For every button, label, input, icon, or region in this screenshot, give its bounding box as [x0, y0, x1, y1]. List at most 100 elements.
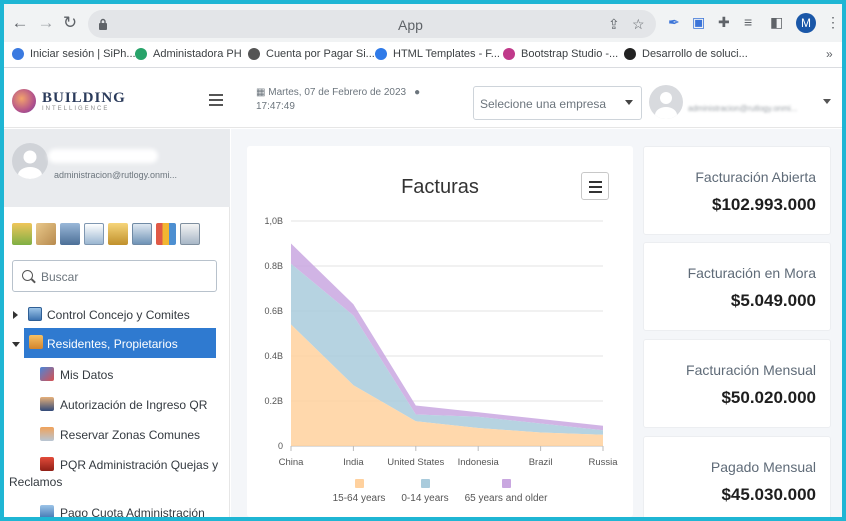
legend-swatch [354, 479, 364, 488]
x-tick-label: China [279, 457, 305, 468]
bookmark-item[interactable]: Iniciar sesión | SiPh... [12, 48, 136, 60]
chevron-down-icon [12, 342, 20, 347]
submenu-mis-datos[interactable]: Mis Datos [40, 367, 220, 385]
share-icon[interactable]: ⇪ [608, 16, 620, 32]
user-menu-chevron-icon[interactable] [823, 99, 831, 104]
extension-translate-icon[interactable]: ▣ [692, 14, 706, 30]
bookmark-item[interactable]: HTML Templates - F... [375, 48, 500, 60]
chevron-right-icon [13, 311, 18, 319]
browser-window: ← → ↻ App ⇪ ☆ ✒ ▣ ✚ ≡ ◧ M ⋮ Iniciar sesi… [4, 4, 842, 517]
submenu-label: Reservar Zonas Comunes [60, 428, 201, 442]
back-icon[interactable]: ← [11, 13, 29, 32]
legend-label: 15-64 years [332, 493, 386, 504]
stat-value: $45.030.000 [721, 485, 816, 504]
legend-item[interactable]: 65 years and older [456, 479, 556, 504]
chevron-down-icon [625, 100, 633, 105]
sidebar-toggle-icon[interactable] [209, 94, 223, 106]
legend-item[interactable]: 15-64 years [309, 479, 409, 504]
y-tick-label: 0.4B [264, 351, 283, 361]
star-icon[interactable]: ☆ [632, 16, 645, 32]
menu-item-control-concejo[interactable]: Control Concejo y Comites [4, 306, 230, 326]
legend-label: 0-14 years [401, 493, 449, 504]
camera-icon[interactable] [60, 223, 80, 245]
current-time: 17:47:49 [256, 101, 295, 112]
bookmark-favicon-icon [248, 48, 260, 60]
stat-label: Facturación Abierta [695, 169, 816, 185]
submenu-pqr[interactable]: PQR Administración Quejas y Reclamos [9, 457, 220, 491]
clock-icon: ● [414, 87, 421, 98]
sidebar-search[interactable] [12, 260, 217, 292]
address-bar[interactable]: App ⇪ ☆ [88, 10, 656, 38]
search-document-icon[interactable] [180, 223, 200, 245]
bookmarks-overflow-icon[interactable]: » [826, 47, 833, 61]
stat-card-pagado-mensual: Pagado Mensual $45.030.000 [643, 436, 831, 517]
x-tick-label: Indonesia [458, 457, 500, 468]
stat-card-facturacion-mensual: Facturación Mensual $50.020.000 [643, 339, 831, 428]
menu-item-label: Control Concejo y Comites [47, 308, 190, 322]
stat-value: $102.993.000 [712, 195, 816, 214]
y-tick-label: 0.6B [264, 306, 283, 316]
document-icon[interactable] [84, 223, 104, 245]
bookmark-favicon-icon [503, 48, 515, 60]
user-silhouette-icon [655, 92, 677, 119]
sidebar-avatar [12, 143, 48, 179]
legend-item[interactable]: 0-14 years [375, 479, 475, 504]
legend-swatch [420, 479, 430, 488]
submenu-autorizacion-qr[interactable]: Autorización de Ingreso QR [40, 397, 220, 415]
bookmark-label: Cuenta por Pagar Si... [266, 48, 375, 60]
bookmark-item[interactable]: Desarrollo de soluci... [624, 48, 748, 60]
bookmark-item[interactable]: Cuenta por Pagar Si... [248, 48, 375, 60]
bar-chart-icon[interactable] [156, 223, 176, 245]
scale-icon[interactable] [108, 223, 128, 245]
submenu-pago-cuota[interactable]: Pago Cuota Administración [40, 505, 220, 517]
tag-icon[interactable] [36, 223, 56, 245]
stat-value: $50.020.000 [721, 388, 816, 407]
company-select[interactable]: Selecione una empresa [473, 86, 642, 120]
chart-menu-button[interactable] [581, 172, 609, 200]
home-icon[interactable] [12, 223, 32, 245]
submenu-label: PQR Administración Quejas y [60, 458, 219, 472]
menu-item-label: Residentes, Propietarios [47, 337, 178, 351]
x-tick-label: India [343, 457, 364, 468]
search-input[interactable] [41, 268, 211, 286]
side-panel-icon[interactable]: ◧ [770, 14, 784, 30]
search-icon [22, 270, 33, 281]
bookmark-label: Desarrollo de soluci... [642, 48, 748, 60]
extension-feather-icon[interactable]: ✒ [668, 14, 680, 30]
submenu-label: Pago Cuota Administración [60, 506, 205, 517]
menu-item-residentes[interactable]: Residentes, Propietarios [24, 328, 216, 358]
report-icon[interactable] [132, 223, 152, 245]
profile-avatar[interactable]: M [796, 13, 816, 33]
reload-icon[interactable]: ↻ [62, 13, 78, 32]
x-tick-label: Brazil [529, 457, 553, 468]
person-lock-icon [40, 397, 54, 411]
area-series-15-64-years[interactable] [291, 324, 603, 447]
date-text: Martes, 07 de Febrero de 2023 [268, 87, 407, 98]
area-series-0-14-years[interactable] [291, 263, 603, 435]
kebab-menu-icon[interactable]: ⋮ [826, 14, 840, 30]
bookmark-item[interactable]: Administadora PH [135, 48, 242, 60]
bookmark-label: HTML Templates - F... [393, 48, 500, 60]
stat-card-facturacion-mora: Facturación en Mora $5.049.000 [643, 242, 831, 331]
submenu-reservar-zonas[interactable]: Reservar Zonas Comunes [40, 427, 220, 445]
x-tick-label: United States [387, 457, 444, 468]
council-icon [28, 307, 42, 321]
invoices-chart-card: 0 0.2B 0.4B 0.6B 0.8B 1,0B China India United St… [247, 146, 633, 517]
lock-icon [99, 18, 107, 30]
submenu-label: Autorización de Ingreso QR [60, 398, 208, 412]
logo-text: BUILDING [42, 90, 126, 106]
sidebar-user-name [48, 149, 158, 163]
payment-icon [40, 505, 54, 517]
forward-icon[interactable]: → [37, 13, 55, 32]
user-avatar[interactable] [649, 85, 683, 119]
reading-list-icon[interactable]: ≡ [744, 14, 753, 30]
bookmark-item[interactable]: Bootstrap Studio -... [503, 48, 618, 60]
brain-logo-icon [12, 89, 36, 113]
invoices-area-chart: 0 0.2B 0.4B 0.6B 0.8B 1,0B China India United St… [264, 216, 618, 468]
y-tick-label: 0.2B [264, 396, 283, 406]
calendar-icon [40, 427, 54, 441]
bookmark-label: Iniciar sesión | SiPh... [30, 48, 136, 60]
extensions-puzzle-icon[interactable]: ✚ [718, 14, 730, 30]
bookmarks-bar: Iniciar sesión | SiPh... Administadora P… [4, 42, 842, 68]
calendar-icon: ▦ [256, 87, 269, 98]
